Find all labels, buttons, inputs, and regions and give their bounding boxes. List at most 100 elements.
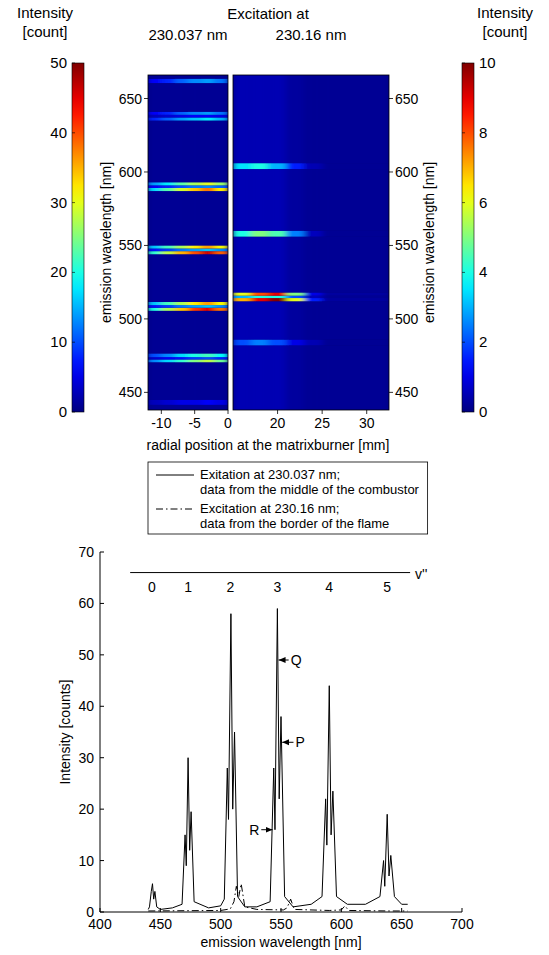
heatmap-cell: [201, 302, 214, 305]
heatmap-panel: 202530450500550600650emission wavelength…: [233, 26, 437, 431]
heatmap-cell: [161, 359, 174, 362]
heatmap-cell: [269, 345, 287, 410]
heatmap-cell: [175, 182, 188, 185]
x-tick: [220, 908, 221, 912]
heatmap-cell: [201, 400, 214, 405]
colorbar-label-line: Intensity: [477, 4, 533, 21]
heatmap-cell: [322, 345, 389, 410]
heatmap-cell: [161, 308, 174, 311]
colorbar-tick: [462, 342, 465, 343]
heatmap-cell: [201, 188, 214, 191]
heatmap-cell: [201, 182, 214, 185]
heatmap-cell: [215, 353, 228, 357]
heatmap-cell: [161, 353, 174, 357]
x-tick-label: 700: [450, 916, 474, 932]
v-axis-tick-label: 5: [383, 579, 391, 595]
heatmap-cell: [269, 237, 287, 293]
heatmap-cell: [188, 188, 201, 191]
heatmap-cell: [188, 359, 201, 362]
y-tick-label: 550: [119, 237, 143, 253]
line-chart: 400450500550600650700010203040506070emis…: [57, 544, 474, 950]
heatmap-cell: [304, 231, 322, 237]
x-tick: [161, 410, 162, 414]
heatmap-cell: [215, 302, 228, 305]
x-tick: [228, 410, 229, 414]
x-tick-label: 20: [270, 415, 286, 431]
heatmap-cell: [233, 296, 251, 298]
heatmap-cell: [161, 121, 174, 183]
y-tick-label: 500: [119, 311, 143, 327]
colorbar-tick: [72, 202, 75, 203]
heatmap-cell: [304, 292, 322, 295]
heatmap-cell: [201, 362, 214, 399]
heatmap-cell: [175, 302, 188, 305]
heatmap-cell: [215, 251, 228, 254]
y-tick: [144, 392, 148, 393]
heatmap-cell: [148, 121, 161, 183]
heatmap-cell: [215, 249, 228, 252]
heatmap-cell: [175, 400, 188, 405]
heatmap-cell: [201, 254, 214, 302]
heatmap-cell: [188, 353, 201, 357]
heatmap-cell: [215, 75, 228, 79]
heatmap-cell: [188, 311, 201, 354]
plot-background: [148, 75, 228, 410]
x-tick: [366, 410, 367, 414]
v-axis-tick-label: 1: [184, 579, 192, 595]
heatmap-cell: [161, 245, 174, 248]
heatmap-cell: [161, 249, 174, 252]
figure-title: Excitation at: [227, 5, 310, 22]
heatmap-cell: [188, 115, 201, 118]
heatmap-cell: [215, 305, 228, 308]
heatmap-cell: [175, 121, 188, 183]
y-tick-label: 60: [78, 595, 94, 611]
heatmap-cell: [148, 359, 161, 362]
colorbar-tick: [72, 272, 75, 273]
colorbar-scale: [72, 63, 84, 412]
heatmap-cell: [201, 75, 214, 79]
heatmap-cell: [269, 298, 287, 301]
heatmap-cell: [148, 115, 161, 118]
y-tick-label: 40: [78, 698, 94, 714]
heatmap-cell: [188, 121, 201, 183]
y-axis-title: emission wavelength [nm]: [421, 162, 437, 323]
heatmap-cell: [175, 249, 188, 252]
heatmap-cell: [233, 292, 251, 295]
heatmap-cell: [286, 301, 304, 339]
heatmap-cell: [188, 245, 201, 248]
heatmap-cell: [148, 308, 161, 311]
x-tick: [194, 410, 195, 414]
heatmap-cell: [175, 185, 188, 188]
heatmap-cell: [286, 345, 304, 410]
heatmap-cell: [304, 237, 322, 293]
heatmap-cell: [286, 339, 304, 345]
heatmap-cell: [304, 169, 322, 231]
colorbar-tick-label: 6: [479, 194, 487, 211]
x-tick-label: 30: [359, 415, 375, 431]
heatmap-cell: [148, 251, 161, 254]
colorbar-scale: [462, 63, 474, 412]
v-axis-tick-label: 0: [148, 579, 156, 595]
heatmap-cell: [215, 245, 228, 248]
heatmap-cell: [322, 75, 389, 163]
heatmap-cell: [161, 357, 174, 359]
heatmap-cell: [161, 117, 174, 120]
heatmap-cell: [188, 362, 201, 399]
x-tick: [277, 410, 278, 414]
heatmap-cell: [188, 112, 201, 115]
heatmap-cell: [175, 311, 188, 354]
heatmap-cell: [304, 296, 322, 298]
y-tick: [389, 318, 393, 319]
y-tick: [100, 654, 104, 655]
heatmap-cell: [304, 301, 322, 339]
heatmap-cell: [215, 359, 228, 362]
heatmap-cell: [161, 400, 174, 405]
heatmap-cell: [161, 191, 174, 245]
annotation-label: Q: [291, 652, 302, 668]
heatmap-cell: [215, 191, 228, 245]
heatmap-cell: [175, 353, 188, 357]
y-tick: [389, 392, 393, 393]
heatmap-cell: [188, 251, 201, 254]
heatmap-cells: [233, 75, 389, 410]
heatmap-cell: [215, 115, 228, 118]
